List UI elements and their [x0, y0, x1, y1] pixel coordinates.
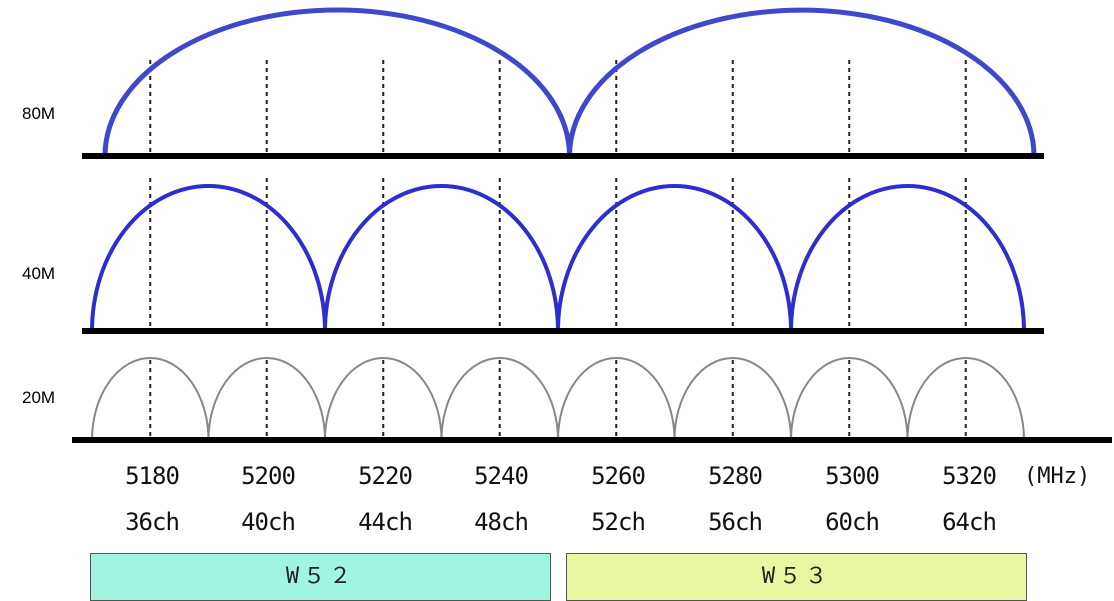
bandwidth-arc — [790, 357, 909, 441]
freq-label: 5260 — [591, 462, 646, 490]
unit-label: (MHz) — [1024, 464, 1091, 489]
freq-label: 5240 — [474, 462, 529, 490]
channel-label: 40ch — [241, 508, 296, 536]
bandwidth-arc — [324, 357, 443, 441]
bandwidth-arc — [207, 357, 326, 441]
channel-label: 64ch — [942, 508, 997, 536]
freq-label: 5200 — [241, 462, 296, 490]
channel-label: 36ch — [125, 508, 180, 536]
freq-label: 5300 — [825, 462, 880, 490]
band-w53: W５３ — [566, 553, 1027, 601]
bandwidth-arc — [557, 357, 676, 441]
bandwidth-arc — [556, 184, 793, 332]
freq-label: 5320 — [942, 462, 997, 490]
channel-label: 44ch — [358, 508, 413, 536]
bandwidth-arc — [102, 7, 572, 157]
freq-label: 5280 — [708, 462, 763, 490]
freq-label: 5180 — [125, 462, 180, 490]
bandwidth-arc — [673, 357, 792, 441]
channel-label: 52ch — [591, 508, 646, 536]
bandwidth-arc — [323, 184, 560, 332]
channel-label: 48ch — [474, 508, 529, 536]
row-label-20m: 20M — [22, 388, 56, 407]
bandwidth-arc — [567, 7, 1037, 157]
freq-label: 5220 — [358, 462, 413, 490]
bandwidth-arc — [789, 184, 1026, 332]
bandwidth-arc — [91, 357, 210, 441]
bandwidth-arc — [440, 357, 559, 441]
bandwidth-arc — [906, 357, 1025, 441]
channel-label: 60ch — [825, 508, 880, 536]
row-label-80m: 80M — [22, 104, 56, 123]
band-w52: W５２ — [90, 553, 551, 601]
channel-label: 56ch — [708, 508, 763, 536]
row-label-40m: 40M — [22, 264, 56, 283]
bandwidth-arc — [90, 184, 327, 332]
